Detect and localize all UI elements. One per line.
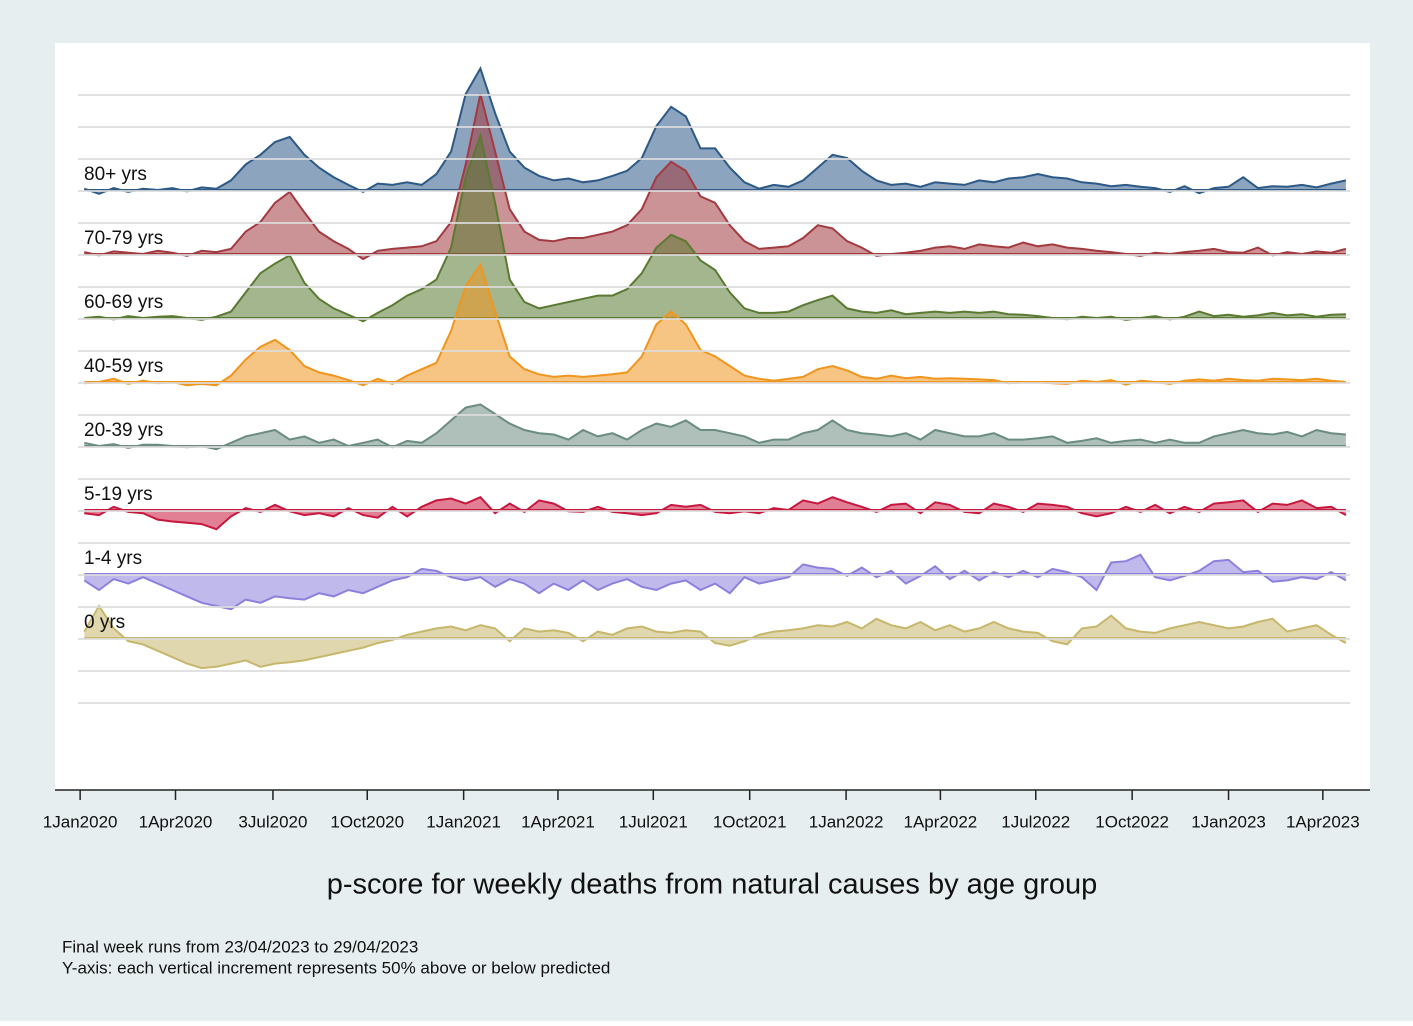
chart-title: p-score for weekly deaths from natural c… bbox=[327, 869, 1098, 901]
x-tick-label: 1Oct2022 bbox=[1095, 812, 1169, 831]
series-label: 20-39 yrs bbox=[84, 420, 163, 441]
series-label: 80+ yrs bbox=[84, 164, 147, 185]
x-tick-label: 1Jul2022 bbox=[1001, 812, 1070, 831]
series-label: 5-19 yrs bbox=[84, 484, 153, 505]
area bbox=[84, 264, 1346, 386]
line bbox=[84, 403, 1346, 451]
x-tick-label: 1Oct2021 bbox=[713, 812, 787, 831]
x-tick-label: 1Oct2020 bbox=[330, 812, 404, 831]
note: Y-axis: each vertical increment represen… bbox=[62, 958, 610, 977]
area bbox=[84, 68, 1346, 194]
x-tick-label: 1Jan2023 bbox=[1191, 812, 1266, 831]
area bbox=[84, 94, 1346, 260]
area bbox=[84, 404, 1346, 450]
area bbox=[84, 135, 1346, 322]
area bbox=[84, 497, 1346, 530]
series-label: 40-59 yrs bbox=[84, 356, 163, 377]
x-tick-label: 1Jan2020 bbox=[43, 812, 118, 831]
series-label: 70-79 yrs bbox=[84, 228, 163, 249]
series-label: 0 yrs bbox=[84, 612, 125, 633]
line bbox=[83, 604, 1347, 670]
x-tick-label: 1Jul2021 bbox=[619, 812, 688, 831]
area bbox=[84, 554, 1346, 610]
x-tick-label: 1Apr2022 bbox=[904, 812, 978, 831]
x-tick-label: 1Apr2021 bbox=[521, 812, 595, 831]
x-tick-label: 1Jan2021 bbox=[426, 812, 501, 831]
line bbox=[83, 553, 1347, 611]
x-tick-label: 1Jan2022 bbox=[809, 812, 884, 831]
x-tick-label: 1Apr2020 bbox=[139, 812, 213, 831]
x-tick-label: 1Apr2023 bbox=[1286, 812, 1360, 831]
series-label: 60-69 yrs bbox=[84, 292, 163, 313]
line bbox=[83, 65, 1347, 195]
note: Final week runs from 23/04/2023 to 29/04… bbox=[62, 937, 418, 956]
series-label: 1-4 yrs bbox=[84, 548, 142, 569]
x-tick-label: 3Jul2020 bbox=[238, 812, 307, 831]
